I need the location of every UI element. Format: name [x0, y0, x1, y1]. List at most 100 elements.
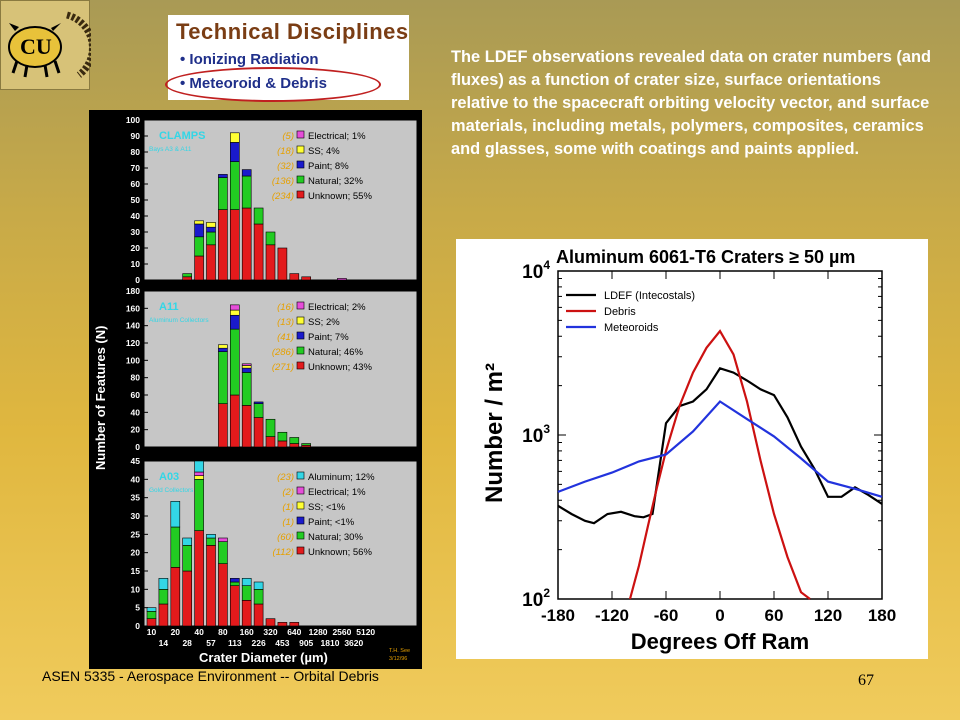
bar-natural [230, 161, 240, 210]
y-tick-label: 50 [131, 195, 141, 205]
legend-count: (2) [282, 487, 294, 498]
bar-natural [230, 328, 240, 396]
bar-unknown [218, 209, 228, 281]
y-tick-label: 25 [131, 529, 141, 539]
legend-label: SS; <1% [308, 502, 346, 513]
bar-unknown [241, 600, 252, 627]
y-tick-label: 0 [135, 621, 140, 631]
panel-title: A03 [159, 471, 179, 483]
y-axis-label: Number of Features (N) [93, 326, 108, 470]
x-tick-label: 5120 [356, 627, 375, 637]
bar-natural [206, 537, 216, 546]
legend-label: LDEF (Intecostals) [604, 290, 695, 302]
bar-aluminum [253, 581, 264, 590]
bar-unknown [170, 567, 181, 627]
legend-swatch [296, 546, 305, 555]
bar-ss [230, 309, 240, 316]
bar-unknown [206, 244, 216, 281]
bar-natural [265, 231, 276, 246]
legend-swatch [296, 486, 305, 495]
bar-unknown [289, 622, 300, 627]
legend-swatch [296, 501, 305, 510]
bar-natural [146, 611, 157, 619]
x-tick-label: 113 [228, 638, 242, 648]
x-tick-label: 14 [159, 638, 169, 648]
bar-natural [218, 177, 228, 210]
y-tick-label: 60 [131, 179, 141, 189]
legend-swatch [296, 175, 305, 184]
bar-paint [230, 578, 240, 583]
x-tick-label: 40 [194, 627, 204, 637]
panel-title: A11 [159, 301, 179, 313]
legend-label: Electrical; 2% [308, 302, 366, 313]
bar-paint [206, 226, 216, 233]
bar-ss [218, 344, 228, 349]
highlight-ellipse [165, 67, 381, 102]
bar-unknown [206, 545, 216, 627]
y-tick-label: 0 [135, 442, 140, 452]
bar-electrical [194, 471, 204, 476]
bar-paint [241, 169, 252, 177]
legend-count: (13) [277, 317, 294, 328]
bar-unknown [277, 440, 288, 448]
y-tick-label: 30 [131, 227, 141, 237]
bar-ss [206, 222, 216, 228]
bar-natural [253, 207, 264, 225]
panel-a03: 0 5 10 15 20 25 30 35 40 45 A03 Gold Collectors (23)… [131, 456, 418, 631]
bar-unknown [182, 570, 192, 627]
bar-unknown [218, 563, 228, 627]
series-line-meteoroids [557, 400, 883, 498]
y-tick-label: 40 [131, 474, 141, 484]
panel-title: CLAMPS [159, 130, 205, 142]
bar-natural [265, 418, 276, 437]
legend-label: Paint; 7% [308, 332, 349, 343]
legend-label: Natural; 46% [308, 347, 363, 358]
bar-natural [253, 403, 264, 418]
bar-natural [230, 581, 240, 586]
page-number: 67 [858, 672, 874, 689]
legend-count: (32) [277, 161, 294, 172]
legend-swatch [296, 331, 305, 340]
legend-label: Unknown; 55% [308, 191, 372, 202]
legend-swatch [296, 160, 305, 169]
y-tick-label: 120 [126, 338, 140, 348]
bar-electrical [337, 278, 347, 281]
bar-unknown [230, 209, 240, 281]
bar-natural [277, 431, 288, 442]
bar-natural [182, 545, 192, 572]
y-tick-label: 102 [522, 586, 550, 611]
legend-swatch [296, 145, 305, 154]
legend-swatch [296, 346, 305, 355]
legend-label: Paint; 8% [308, 161, 349, 172]
logo-initials: CU [20, 34, 52, 59]
legend-swatch [296, 316, 305, 325]
legend-swatch [296, 190, 305, 199]
legend-count: (1) [282, 502, 294, 513]
bar-unknown [289, 443, 300, 448]
bar-unknown [241, 207, 252, 281]
legend-count: (112) [273, 547, 294, 558]
legend-count: (1) [282, 517, 294, 528]
y-tick-label: 90 [131, 131, 141, 141]
aluminum-craters-line-chart: 102 103 104 -180 -120 -60 0 60 120 180 Aluminum 60… [456, 239, 928, 659]
bar-natural [194, 236, 204, 257]
legend-label: Aluminum; 12% [308, 472, 375, 483]
legend-label: Unknown; 43% [308, 362, 372, 373]
header-title: Technical Disciplines [176, 19, 409, 44]
x-axis-label: Crater Diameter (µm) [199, 650, 328, 665]
x-tick-label: 2560 [332, 627, 351, 637]
x-tick-label: -120 [595, 606, 629, 625]
legend-count: (136) [272, 176, 294, 187]
bar-unknown [265, 436, 276, 448]
y-tick-label: 140 [126, 321, 140, 331]
y-tick-label: 15 [131, 566, 141, 576]
panel-subtitle: Aluminum Collectors [149, 317, 209, 324]
x-tick-label: 80 [218, 627, 228, 637]
bar-natural [182, 273, 192, 278]
y-tick-label: 0 [135, 275, 140, 285]
y-tick-label: 10 [131, 584, 141, 594]
bar-paint [218, 347, 228, 352]
panel-a11: 0 20 40 60 80 100 120 140 160 180 A11 Aluminum Coll… [126, 286, 418, 452]
course-footer: ASEN 5335 - Aerospace Environment -- Orb… [42, 668, 379, 684]
x-tick-label: 120 [814, 606, 842, 625]
